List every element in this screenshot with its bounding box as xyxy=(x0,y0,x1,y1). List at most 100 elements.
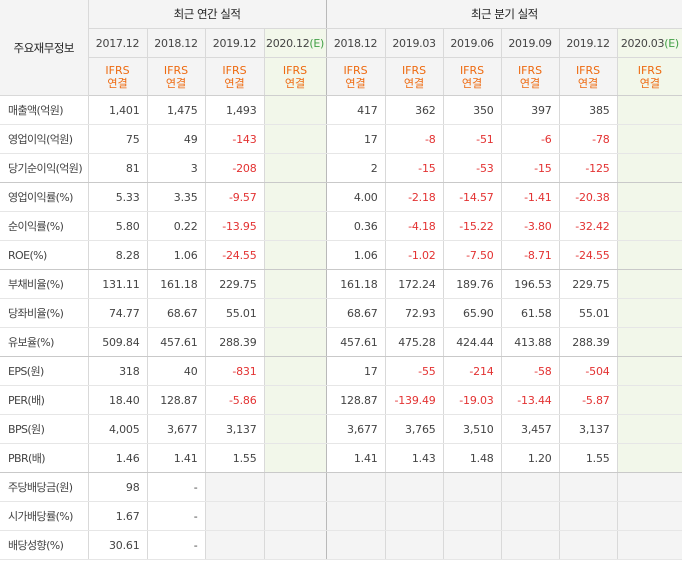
value-cell: 1.46 xyxy=(87,443,147,473)
value-cell: 509.84 xyxy=(87,327,147,357)
value-cell: 3,510 xyxy=(442,414,502,444)
value-cell: 4,005 xyxy=(87,414,147,444)
value-cell: 17 xyxy=(325,124,386,154)
consolidated-label: 연결 xyxy=(345,76,366,90)
row-label: 영업이익(억원) xyxy=(0,124,89,154)
value-cell: 3 xyxy=(146,153,205,183)
value-cell xyxy=(263,269,327,299)
value-cell: 49 xyxy=(146,124,205,154)
value-cell xyxy=(263,124,327,154)
empty-cell xyxy=(325,501,386,531)
row-label: 부채비율(%) xyxy=(0,269,89,299)
value-cell: -55 xyxy=(384,356,444,386)
empty-cell xyxy=(325,472,386,502)
ifrs-badge: IFRS 연결 xyxy=(325,57,386,96)
value-cell: 172.24 xyxy=(384,269,444,299)
row-label: ROE(%) xyxy=(0,240,89,270)
value-cell: -208 xyxy=(204,153,264,183)
empty-cell xyxy=(384,530,444,560)
value-cell: 397 xyxy=(500,95,560,125)
table-row: BPS(원) 4,005 3,677 3,137 3,677 3,765 3,510 3,45… xyxy=(0,414,683,444)
value-cell: 1,401 xyxy=(87,95,147,125)
empty-cell xyxy=(558,472,618,502)
value-cell: 1.20 xyxy=(500,443,560,473)
period-label: 2017.12 xyxy=(95,36,140,50)
value-cell: 61.58 xyxy=(500,298,560,328)
value-cell xyxy=(263,153,327,183)
row-label: BPS(원) xyxy=(0,414,89,444)
empty-cell xyxy=(384,472,444,502)
empty-cell xyxy=(442,501,502,531)
value-cell xyxy=(263,385,327,415)
value-cell: 55.01 xyxy=(558,298,618,328)
value-cell: 0.36 xyxy=(325,211,386,241)
empty-cell xyxy=(442,530,502,560)
value-cell: 1.41 xyxy=(325,443,386,473)
quarter-period-header: 2019.06 xyxy=(442,28,502,58)
value-cell: 457.61 xyxy=(146,327,205,357)
table-row: 매출액(억원) 1,401 1,475 1,493 417 362 350 397 385 xyxy=(0,95,683,125)
value-cell: 128.87 xyxy=(325,385,386,415)
row-label: 유보율(%) xyxy=(0,327,89,357)
value-cell: -8 xyxy=(384,124,444,154)
value-cell: -5.86 xyxy=(204,385,264,415)
estimate-mark: (E) xyxy=(664,36,679,50)
ifrs-label: IFRS xyxy=(459,63,485,77)
value-cell: -13.44 xyxy=(500,385,560,415)
table-row: 영업이익(억원) 75 49 -143 17 -8 -51 -6 -78 xyxy=(0,124,683,154)
table-row: 영업이익률(%) 5.33 3.35 -9.57 4.00 -2.18 -14.57 -1.4… xyxy=(0,182,683,212)
value-cell: -78 xyxy=(558,124,618,154)
value-cell: -831 xyxy=(204,356,264,386)
value-cell xyxy=(263,240,327,270)
value-cell: 3,677 xyxy=(146,414,205,444)
ifrs-badge: IFRS 연결 xyxy=(87,57,147,96)
consolidated-label: 연결 xyxy=(639,76,660,90)
empty-cell xyxy=(204,501,264,531)
value-cell: -20.38 xyxy=(558,182,618,212)
value-cell xyxy=(263,327,327,357)
empty-cell xyxy=(616,530,683,560)
ifrs-badge: IFRS 연결 xyxy=(616,57,683,96)
value-cell xyxy=(616,124,683,154)
consolidated-label: 연결 xyxy=(519,76,541,90)
value-cell: 385 xyxy=(558,95,618,125)
value-cell: 17 xyxy=(325,356,386,386)
value-cell: 189.76 xyxy=(442,269,502,299)
value-cell: 3,765 xyxy=(384,414,444,444)
value-cell xyxy=(616,356,683,386)
ifrs-label: IFRS xyxy=(105,63,130,77)
quarter-period-header: 2019.03 xyxy=(384,28,444,58)
empty-cell xyxy=(263,530,327,560)
row-label: 당좌비율(%) xyxy=(0,298,89,328)
table-row: 부채비율(%) 131.11 161.18 229.75 161.18 172.24 189… xyxy=(0,269,683,299)
value-cell: 0.22 xyxy=(146,211,205,241)
value-cell: -51 xyxy=(442,124,502,154)
value-cell: 229.75 xyxy=(558,269,618,299)
table-row: 당기순이익(억원) 81 3 -208 2 -15 -53 -15 -125 xyxy=(0,153,683,183)
value-cell xyxy=(263,182,327,212)
value-cell xyxy=(616,153,683,183)
empty-cell xyxy=(263,501,327,531)
period-label: 2020.12 xyxy=(266,36,310,50)
value-cell: 72.93 xyxy=(384,298,444,328)
label-column-header: 주요재무정보 xyxy=(0,0,89,96)
period-label: 2019.03 xyxy=(392,36,436,50)
ifrs-badge: IFRS 연결 xyxy=(384,57,444,96)
table-row: 주당배당금(원) 98- xyxy=(0,472,683,502)
ifrs-badge: IFRS 연결 xyxy=(204,57,264,96)
value-cell: -15.22 xyxy=(442,211,502,241)
empty-cell xyxy=(442,472,502,502)
ifrs-label: IFRS xyxy=(517,63,543,77)
table-row: 당좌비율(%) 74.77 68.67 55.01 68.67 72.93 65.90 61.… xyxy=(0,298,683,328)
value-cell: -15 xyxy=(384,153,444,183)
value-cell: -6 xyxy=(500,124,560,154)
value-cell xyxy=(263,95,327,125)
value-cell: 457.61 xyxy=(325,327,386,357)
ifrs-label: IFRS xyxy=(222,63,247,77)
consolidated-label: 연결 xyxy=(461,76,483,90)
value-cell xyxy=(616,443,683,473)
value-cell: -214 xyxy=(442,356,502,386)
value-cell: 2 xyxy=(325,153,386,183)
value-cell: -139.49 xyxy=(384,385,444,415)
value-cell xyxy=(616,269,683,299)
